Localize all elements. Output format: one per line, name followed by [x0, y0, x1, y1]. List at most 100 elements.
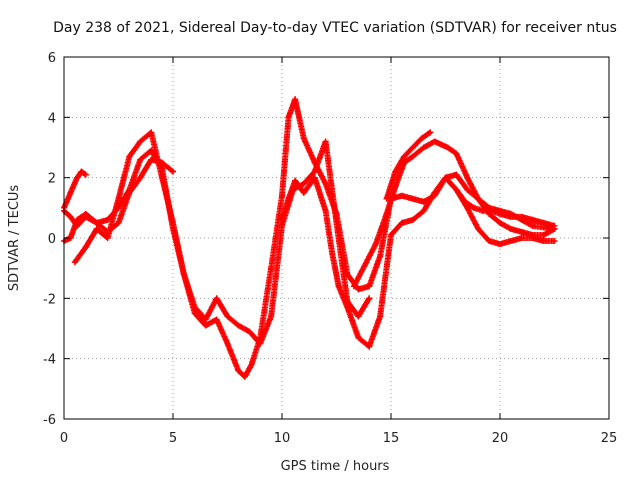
- data-point: [507, 213, 514, 220]
- data-point: [74, 174, 81, 181]
- data-point: [241, 373, 248, 380]
- data-point: [361, 262, 368, 269]
- data-point: [235, 322, 242, 329]
- data-point: [497, 210, 503, 217]
- data-point: [344, 304, 351, 311]
- data-point: [78, 168, 85, 175]
- data-point: [148, 129, 155, 136]
- data-point: [366, 343, 373, 350]
- chart-title: Day 238 of 2021, Sidereal Day-to-day VTE…: [53, 20, 617, 36]
- data-point: [71, 259, 78, 266]
- series-satellite-track-4: [71, 129, 373, 347]
- data-point: [137, 138, 144, 145]
- data-point: [285, 195, 292, 202]
- data-point: [470, 204, 477, 211]
- data-point: [213, 316, 220, 323]
- data-point: [279, 216, 285, 223]
- data-point: [540, 238, 547, 245]
- data-point: [409, 216, 416, 223]
- series-satellite-track-8: [453, 186, 558, 229]
- data-point: [191, 304, 198, 311]
- data-point: [202, 322, 209, 329]
- data-point: [311, 174, 318, 181]
- data-point: [285, 114, 292, 121]
- data-point: [300, 189, 307, 196]
- data-point: [418, 135, 425, 142]
- data-point: [202, 316, 209, 323]
- data-point: [67, 189, 74, 196]
- data-point: [246, 328, 253, 335]
- data-point: [453, 171, 460, 178]
- y-tick-label: -6: [43, 413, 56, 428]
- y-axis-title: SDTVAR / TECUs: [7, 185, 22, 292]
- x-tick-labels: 0 5 10 15 20 25: [60, 431, 617, 446]
- data-point: [311, 168, 318, 175]
- data-point: [372, 241, 379, 248]
- data-point: [420, 207, 427, 214]
- data-point: [420, 144, 427, 151]
- data-point: [420, 198, 427, 205]
- data-point: [518, 235, 525, 241]
- data-point: [74, 216, 81, 223]
- x-tick-label: 5: [169, 431, 177, 446]
- data-point: [409, 144, 416, 151]
- data-point: [322, 207, 329, 214]
- data-point: [475, 195, 482, 202]
- series-satellite-track-5: [279, 174, 558, 350]
- data-point: [551, 222, 558, 229]
- data-point: [401, 153, 408, 160]
- data-point: [486, 238, 493, 245]
- data-point: [453, 150, 460, 157]
- data-point: [431, 138, 438, 145]
- data-point: [159, 174, 166, 181]
- data-point: [333, 219, 340, 226]
- data-point: [235, 367, 242, 374]
- data-point: [148, 156, 155, 163]
- data-point: [475, 225, 482, 232]
- x-tick-label: 10: [274, 431, 291, 446]
- marker-trail: [61, 96, 558, 380]
- y-tick-label: 6: [48, 51, 56, 66]
- data-point: [82, 244, 89, 251]
- data-point: [224, 340, 231, 347]
- data-point: [137, 174, 144, 181]
- data-point: [392, 168, 399, 175]
- data-point: [453, 186, 460, 193]
- data-point: [115, 219, 122, 226]
- marker-trail: [350, 138, 558, 290]
- y-tick-label: 2: [48, 172, 56, 187]
- data-point: [329, 250, 336, 257]
- data-point: [409, 153, 416, 160]
- data-point: [67, 213, 74, 220]
- series-satellite-track-2: [61, 96, 558, 380]
- y-tick-label: -4: [43, 353, 56, 368]
- data-point: [529, 216, 536, 223]
- data-point: [248, 361, 255, 368]
- x-tick-label: 20: [492, 431, 509, 446]
- data-point: [126, 153, 133, 160]
- data-point: [268, 313, 275, 320]
- x-tick-label: 15: [383, 431, 400, 446]
- data-point: [540, 231, 547, 238]
- data-point: [335, 283, 342, 290]
- data-point: [377, 313, 384, 320]
- data-point: [462, 198, 469, 205]
- axis-ticks: [63, 56, 610, 420]
- data-point: [355, 286, 362, 293]
- x-tick-label: 0: [60, 431, 68, 446]
- data-point: [366, 283, 373, 290]
- data-point: [431, 189, 438, 196]
- data-point: [507, 225, 514, 232]
- data-point: [518, 228, 525, 235]
- data-point: [82, 210, 89, 217]
- data-point: [93, 225, 100, 232]
- data-point: [529, 222, 536, 229]
- data-point: [322, 138, 329, 145]
- y-tick-labels: -6 -4 -2 0 2 4 6: [43, 51, 56, 428]
- data-point: [279, 192, 285, 199]
- data-point: [279, 222, 285, 229]
- data-point: [540, 219, 547, 226]
- data-point: [383, 195, 390, 202]
- data-point: [300, 180, 307, 187]
